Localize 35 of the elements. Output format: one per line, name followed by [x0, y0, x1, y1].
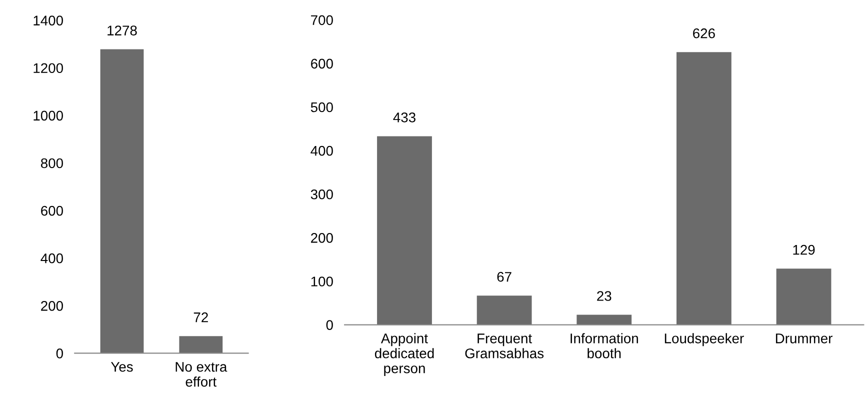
y-tick-label: 200: [311, 233, 333, 243]
data-label: 626: [693, 28, 715, 38]
y-tick-label: 1200: [34, 63, 63, 74]
x-tick-label: Yes: [110, 362, 133, 372]
y-tick-label: 300: [310, 189, 333, 200]
y-tick-label: 600: [41, 206, 63, 216]
data-label: 23: [597, 291, 612, 301]
data-label: 1278: [108, 26, 137, 36]
data-label: 67: [497, 272, 512, 282]
bar: [377, 136, 432, 325]
x-tick-label: Appoint dedicated person: [374, 333, 434, 376]
y-tick-label: 500: [310, 102, 333, 112]
data-label: 72: [194, 312, 208, 322]
x-tick-label: Loudspeeker: [664, 333, 744, 346]
bar: [576, 314, 632, 325]
y-tick-label: 0: [56, 348, 63, 358]
bar: [476, 296, 532, 325]
y-tick-label: 700: [311, 15, 333, 26]
data-label: 433: [393, 112, 416, 122]
x-tick-label: Information booth: [570, 333, 638, 358]
x-tick-label: Drummer: [776, 334, 832, 344]
y-tick-label: 600: [311, 58, 333, 69]
data-label: 129: [793, 244, 815, 255]
bar: [776, 268, 832, 325]
bar: [676, 52, 732, 325]
y-tick-label: 0: [326, 320, 333, 330]
y-tick-label: 800: [40, 158, 63, 168]
y-tick-label: 100: [311, 276, 333, 286]
y-tick-label: 400: [40, 253, 63, 264]
x-tick-label: Frequent Gramsabhas: [465, 334, 544, 358]
y-tick-label: 1000: [34, 110, 63, 121]
x-tick-label: No extra effort: [176, 362, 228, 387]
y-tick-label: 200: [41, 300, 63, 311]
y-tick-label: 400: [310, 146, 333, 156]
y-tick-label: 1400: [34, 16, 63, 26]
